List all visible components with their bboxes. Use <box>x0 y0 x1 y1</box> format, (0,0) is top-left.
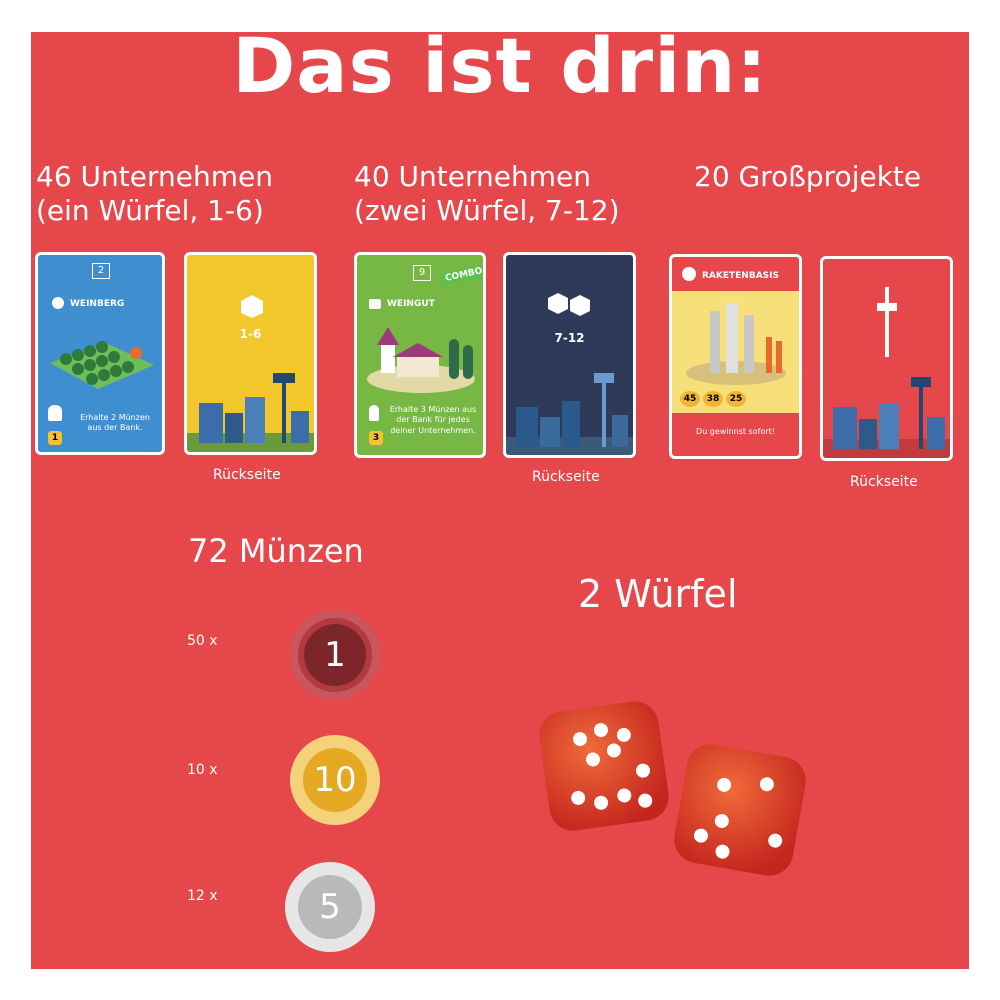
card-footer-band <box>672 413 799 456</box>
combo-badge: COMBO <box>440 264 483 286</box>
heading-line: (ein Würfel, 1-6) <box>36 193 264 227</box>
dice-icon <box>548 293 590 316</box>
cost-coin: 38 <box>703 391 723 407</box>
section-projects-heading: 20 Großprojekte <box>694 160 922 193</box>
card-text: Erhalte 3 Münzen aus der Bank für jedes … <box>389 405 477 435</box>
coins-heading: 72 Münzen <box>188 532 364 570</box>
die-icon <box>241 295 263 318</box>
coin-value: 5 <box>319 887 341 927</box>
card-cost: 9 <box>413 265 431 281</box>
card-back-projects <box>820 256 953 461</box>
city-skyline-illustration <box>506 373 633 455</box>
card-back-caption: Rückseite <box>213 467 281 483</box>
city-skyline-illustration <box>823 377 950 458</box>
card-back-caption: Rückseite <box>850 474 918 490</box>
section-one-die-heading: 46 Unternehmen (ein Würfel, 1-6) <box>36 160 273 227</box>
vineyard-illustration <box>50 341 154 389</box>
coin-value: 10 <box>313 760 357 800</box>
landmark-icon <box>682 267 696 281</box>
card-name: RAKETENBASIS <box>702 271 779 281</box>
dice-heading: 2 Würfel <box>578 572 738 616</box>
card-back-7-12: 7-12 <box>503 252 636 458</box>
heading-line: 46 Unternehmen <box>36 160 273 193</box>
coin-1: 1 <box>290 610 380 700</box>
heading-line: (zwei Würfel, 7-12) <box>354 193 620 227</box>
winery-illustration <box>367 327 475 393</box>
coin-count: 50 x <box>187 633 218 649</box>
die-left <box>539 701 669 831</box>
tv-tower-icon <box>877 287 897 357</box>
rocket-base-illustration <box>686 303 786 385</box>
player-icon <box>369 405 379 421</box>
card-cost: 2 <box>92 263 110 279</box>
card-number: 1 <box>48 431 62 445</box>
coin-face: 1 <box>304 624 366 686</box>
coin-10: 10 <box>290 735 380 825</box>
card-number: 3 <box>369 431 383 445</box>
coin-value: 1 <box>324 635 346 675</box>
card-raketenbasis: RAKETENBASIS 45 38 25 Du gewinnst sofort… <box>669 254 802 459</box>
cost-coin: 25 <box>726 391 746 407</box>
card-back-label: 7-12 <box>554 331 585 345</box>
city-skyline-illustration <box>187 373 314 452</box>
wheat-icon <box>52 297 64 309</box>
card-weingut: 9 COMBO WEINGUT Erhalte 3 Münzen aus der… <box>354 252 486 458</box>
card-name: WEINGUT <box>387 299 435 309</box>
card-back-label: 1-6 <box>239 327 262 341</box>
coin-count: 10 x <box>187 762 218 778</box>
cost-coin: 45 <box>680 391 700 407</box>
player-icon <box>48 405 62 421</box>
heading-line: 40 Unternehmen <box>354 160 591 193</box>
card-back-1-6: 1-6 <box>184 252 317 455</box>
card-name: WEINBERG <box>70 299 125 309</box>
cost-row: 45 38 25 <box>680 391 746 407</box>
section-two-dice-heading: 40 Unternehmen (zwei Würfel, 7-12) <box>354 160 620 227</box>
coin-face: 10 <box>303 748 367 812</box>
dice-illustration <box>539 701 806 876</box>
die-right <box>674 744 806 876</box>
content-panel <box>31 32 969 969</box>
page-title: Das ist drin: <box>232 21 768 110</box>
factory-icon <box>369 299 381 309</box>
card-text: Du gewinnst sofort! <box>696 427 775 436</box>
coin-count: 12 x <box>187 888 218 904</box>
card-back-caption: Rückseite <box>532 469 600 485</box>
card-weinberg: 2 WEINBERG Erhalte 2 Münzen aus der Bank… <box>35 252 165 455</box>
coin-face: 5 <box>298 875 362 939</box>
card-text: Erhalte 2 Münzen aus der Bank. <box>80 413 150 433</box>
coin-5: 5 <box>285 862 375 952</box>
